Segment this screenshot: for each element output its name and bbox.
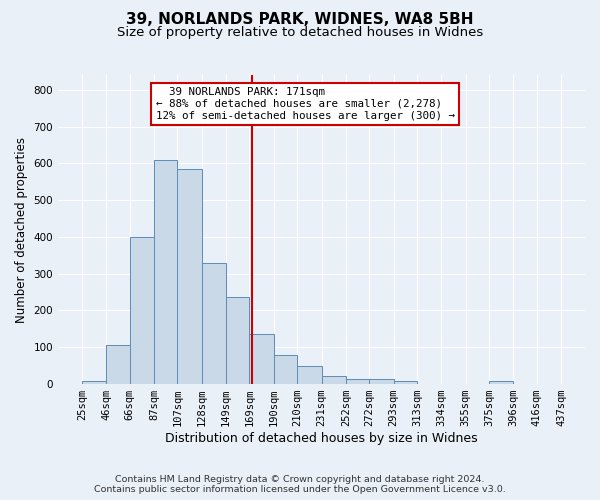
Bar bbox=[178, 169, 202, 384]
Bar bbox=[297, 366, 322, 384]
Text: Contains HM Land Registry data © Crown copyright and database right 2024.: Contains HM Land Registry data © Crown c… bbox=[115, 475, 485, 484]
Text: 39 NORLANDS PARK: 171sqm
← 88% of detached houses are smaller (2,278)
12% of sem: 39 NORLANDS PARK: 171sqm ← 88% of detach… bbox=[155, 88, 455, 120]
Bar bbox=[394, 381, 417, 384]
Bar bbox=[489, 381, 514, 384]
Text: 39, NORLANDS PARK, WIDNES, WA8 5BH: 39, NORLANDS PARK, WIDNES, WA8 5BH bbox=[126, 12, 474, 28]
X-axis label: Distribution of detached houses by size in Widnes: Distribution of detached houses by size … bbox=[165, 432, 478, 445]
Bar bbox=[274, 356, 297, 384]
Bar bbox=[154, 160, 178, 384]
Text: Contains public sector information licensed under the Open Government Licence v3: Contains public sector information licen… bbox=[94, 485, 506, 494]
Bar bbox=[202, 264, 226, 384]
Bar bbox=[130, 237, 154, 384]
Bar bbox=[82, 381, 106, 384]
Bar bbox=[322, 376, 346, 384]
Bar bbox=[346, 378, 369, 384]
Y-axis label: Number of detached properties: Number of detached properties bbox=[15, 136, 28, 322]
Bar bbox=[369, 378, 394, 384]
Bar bbox=[226, 296, 250, 384]
Bar bbox=[106, 346, 130, 384]
Text: Size of property relative to detached houses in Widnes: Size of property relative to detached ho… bbox=[117, 26, 483, 39]
Bar bbox=[250, 334, 274, 384]
